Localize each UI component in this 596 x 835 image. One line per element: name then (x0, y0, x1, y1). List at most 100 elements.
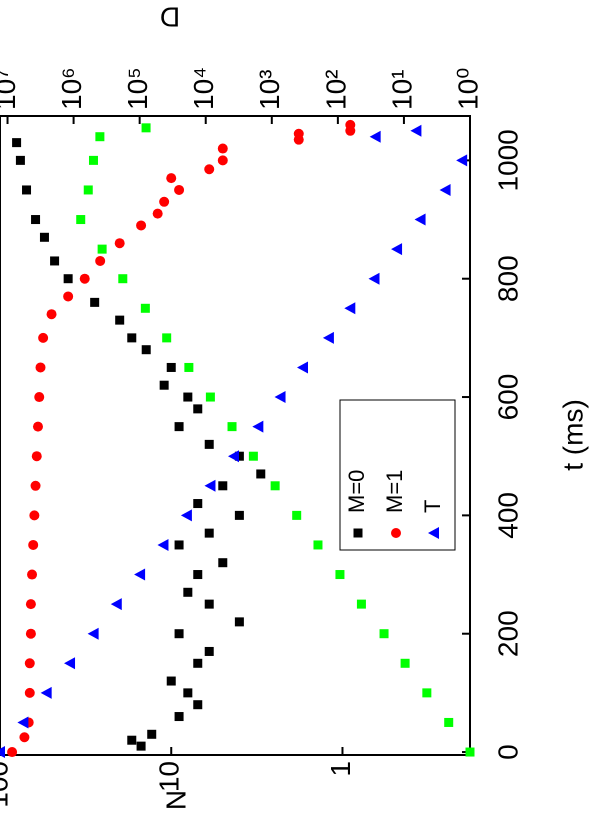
data-point (159, 380, 169, 390)
legend: M=0 M=1 T (339, 399, 456, 551)
data-point (184, 362, 194, 372)
data-point (38, 332, 49, 343)
data-point (218, 481, 228, 491)
data-point (141, 123, 151, 133)
rotated-plot: t (ms) N D M=0 M=1 T 0 200 400 600 800 1000 1 10 1… (0, 2, 588, 810)
data-point (444, 717, 454, 727)
y2-tick-label: 10² (320, 70, 351, 110)
data-point (204, 646, 214, 656)
data-point (7, 747, 18, 758)
data-point (12, 138, 22, 148)
data-point (27, 569, 38, 580)
data-point (22, 185, 32, 195)
legend-label: T (420, 500, 445, 513)
data-point (46, 309, 57, 320)
data-point (25, 599, 36, 610)
legend-marker (391, 528, 401, 538)
data-point (140, 303, 150, 313)
x-tick-label: 1000 (492, 129, 523, 191)
y2-tick-label: 10⁰ (452, 68, 483, 110)
data-point (141, 345, 151, 355)
data-point (180, 509, 192, 522)
data-point (63, 291, 74, 302)
data-point (114, 238, 125, 249)
data-point (204, 164, 215, 175)
data-point (32, 421, 43, 432)
data-point (97, 244, 107, 254)
y-tick-label: 100 (0, 761, 13, 808)
data-point (166, 676, 176, 686)
data-point (31, 215, 41, 225)
x-tick-label: 400 (492, 492, 523, 539)
data-point (356, 599, 366, 609)
data-point (25, 628, 36, 639)
data-point (83, 185, 93, 195)
data-point (24, 687, 35, 698)
data-point (335, 570, 345, 580)
data-point (234, 510, 244, 520)
data-point (152, 208, 163, 219)
data-point (136, 741, 146, 751)
data-point (217, 155, 228, 166)
data-point (193, 700, 203, 710)
data-point (95, 132, 105, 142)
data-point (29, 510, 40, 521)
data-point (87, 627, 99, 640)
data-point (274, 391, 286, 404)
data-point (204, 528, 214, 538)
y2-axis-label: D (160, 2, 180, 33)
data-point (19, 732, 30, 743)
data-point (63, 274, 73, 284)
data-point (174, 422, 184, 432)
data-point (110, 598, 122, 611)
data-point (439, 183, 451, 196)
data-point (297, 361, 309, 374)
data-point (183, 392, 193, 402)
y2-tick-label: 10⁴ (188, 67, 219, 110)
data-point (368, 272, 380, 285)
legend-marker (428, 527, 439, 539)
data-point (166, 173, 177, 184)
data-point (30, 480, 41, 491)
data-point (31, 451, 42, 462)
data-point (204, 479, 216, 492)
data-point (204, 439, 214, 449)
data-point (0, 746, 5, 759)
data-point (228, 450, 240, 463)
data-point (174, 184, 185, 195)
data-point (162, 333, 172, 343)
data-point (292, 510, 302, 520)
data-point (174, 540, 184, 550)
data-point (193, 499, 203, 509)
data-point (410, 124, 422, 137)
data-point (166, 362, 176, 372)
data-point (218, 558, 228, 568)
data-point (127, 333, 137, 343)
y-tick-label: 10 (154, 761, 185, 792)
legend-box (339, 399, 456, 551)
legend-label: M=1 (382, 470, 407, 513)
data-point (369, 130, 381, 143)
y2-tick-label: 10⁵ (122, 67, 153, 110)
data-point (34, 392, 45, 403)
data-point (15, 155, 25, 165)
y-axis-label: N (160, 790, 191, 810)
plot-frame (0, 115, 471, 756)
data-point (118, 274, 128, 284)
data-point (24, 658, 35, 669)
x-tick-label: 0 (492, 744, 523, 760)
data-point (193, 570, 203, 580)
x-tick-label: 600 (492, 374, 523, 421)
data-point (50, 256, 60, 266)
data-point (234, 617, 244, 627)
data-point (345, 119, 356, 130)
y2-tick-label: 10⁷ (0, 69, 21, 110)
data-point (40, 686, 52, 699)
data-point (193, 404, 203, 414)
data-point (344, 302, 356, 315)
data-point (174, 712, 184, 722)
data-point (248, 451, 258, 461)
x-tick-label: 200 (492, 610, 523, 657)
data-point (256, 469, 266, 479)
